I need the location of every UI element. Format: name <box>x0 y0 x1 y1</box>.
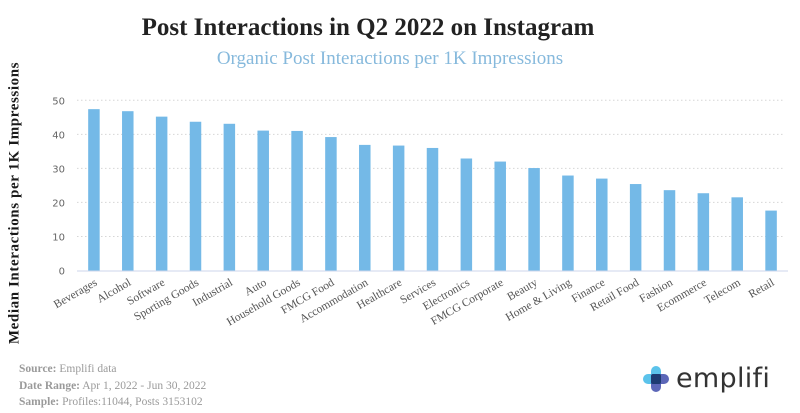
bar-household-goods <box>291 130 303 271</box>
chart-subtitle: Organic Post Interactions per 1K Impress… <box>216 48 564 69</box>
bar-telecom <box>731 197 743 271</box>
bar-healthcare <box>392 145 405 271</box>
emplifi-logo-icon <box>643 366 669 392</box>
bar-fmcg-corporate <box>494 161 506 271</box>
y-tick-label: 30 <box>52 164 65 175</box>
bar-ecommerce <box>697 193 710 271</box>
x-tick-label: Telecom <box>703 277 743 307</box>
bar-retail-food <box>629 184 642 271</box>
sample-line: Sample: Profiles:11044, Posts 3153102 <box>19 394 206 411</box>
x-tick-label: Retail <box>747 277 777 301</box>
bar-industrial <box>223 123 236 271</box>
date-range-label: Date Range: <box>19 379 80 392</box>
emplifi-logo: emplifi <box>643 364 770 394</box>
bar-sporting-goods <box>189 121 202 271</box>
bar-chart: 0 10 20 30 40 50 BeveragesAlcoholSoftwareSpor… <box>52 96 788 328</box>
source-line: Source: Emplifi data <box>19 361 206 378</box>
bar-software <box>155 116 168 271</box>
bars <box>88 109 777 271</box>
bar-beverages <box>88 109 100 271</box>
footer-notes: Source: Emplifi data Date Range: Apr 1, … <box>19 361 206 411</box>
bar-alcohol <box>122 111 134 271</box>
source-value: Emplifi data <box>59 363 117 375</box>
chart-title: Post Interactions in Q2 2022 on Instagra… <box>141 14 595 41</box>
bar-auto <box>257 130 269 271</box>
sample-label: Sample: <box>19 396 60 408</box>
date-range-line: Date Range: Apr 1, 2022 - Jun 30, 2022 <box>19 378 206 395</box>
bar-retail <box>765 210 777 271</box>
bar-accommodation <box>359 144 371 271</box>
bar-beauty <box>528 168 540 271</box>
y-tick-label: 10 <box>52 232 65 243</box>
emplifi-logo-text: emplifi <box>676 363 771 394</box>
source-label: Source: <box>19 363 57 375</box>
x-tick-label: Beverages <box>52 276 100 311</box>
bar-services <box>426 147 439 271</box>
y-tick-label: 0 <box>59 267 65 278</box>
bar-home-living <box>562 175 574 271</box>
y-tick-label: 40 <box>52 130 65 141</box>
y-axis-ticks: 0 10 20 30 40 50 <box>52 96 65 277</box>
y-tick-label: 50 <box>52 96 65 107</box>
bar-electronics <box>460 158 473 271</box>
bar-fashion <box>663 190 676 271</box>
bar-fmcg-food <box>325 137 337 271</box>
date-range-value: Apr 1, 2022 - Jun 30, 2022 <box>82 379 207 392</box>
y-tick-label: 20 <box>52 198 65 209</box>
sample-value: Profiles:11044, Posts 3153102 <box>62 396 203 408</box>
bar-finance <box>596 178 608 271</box>
